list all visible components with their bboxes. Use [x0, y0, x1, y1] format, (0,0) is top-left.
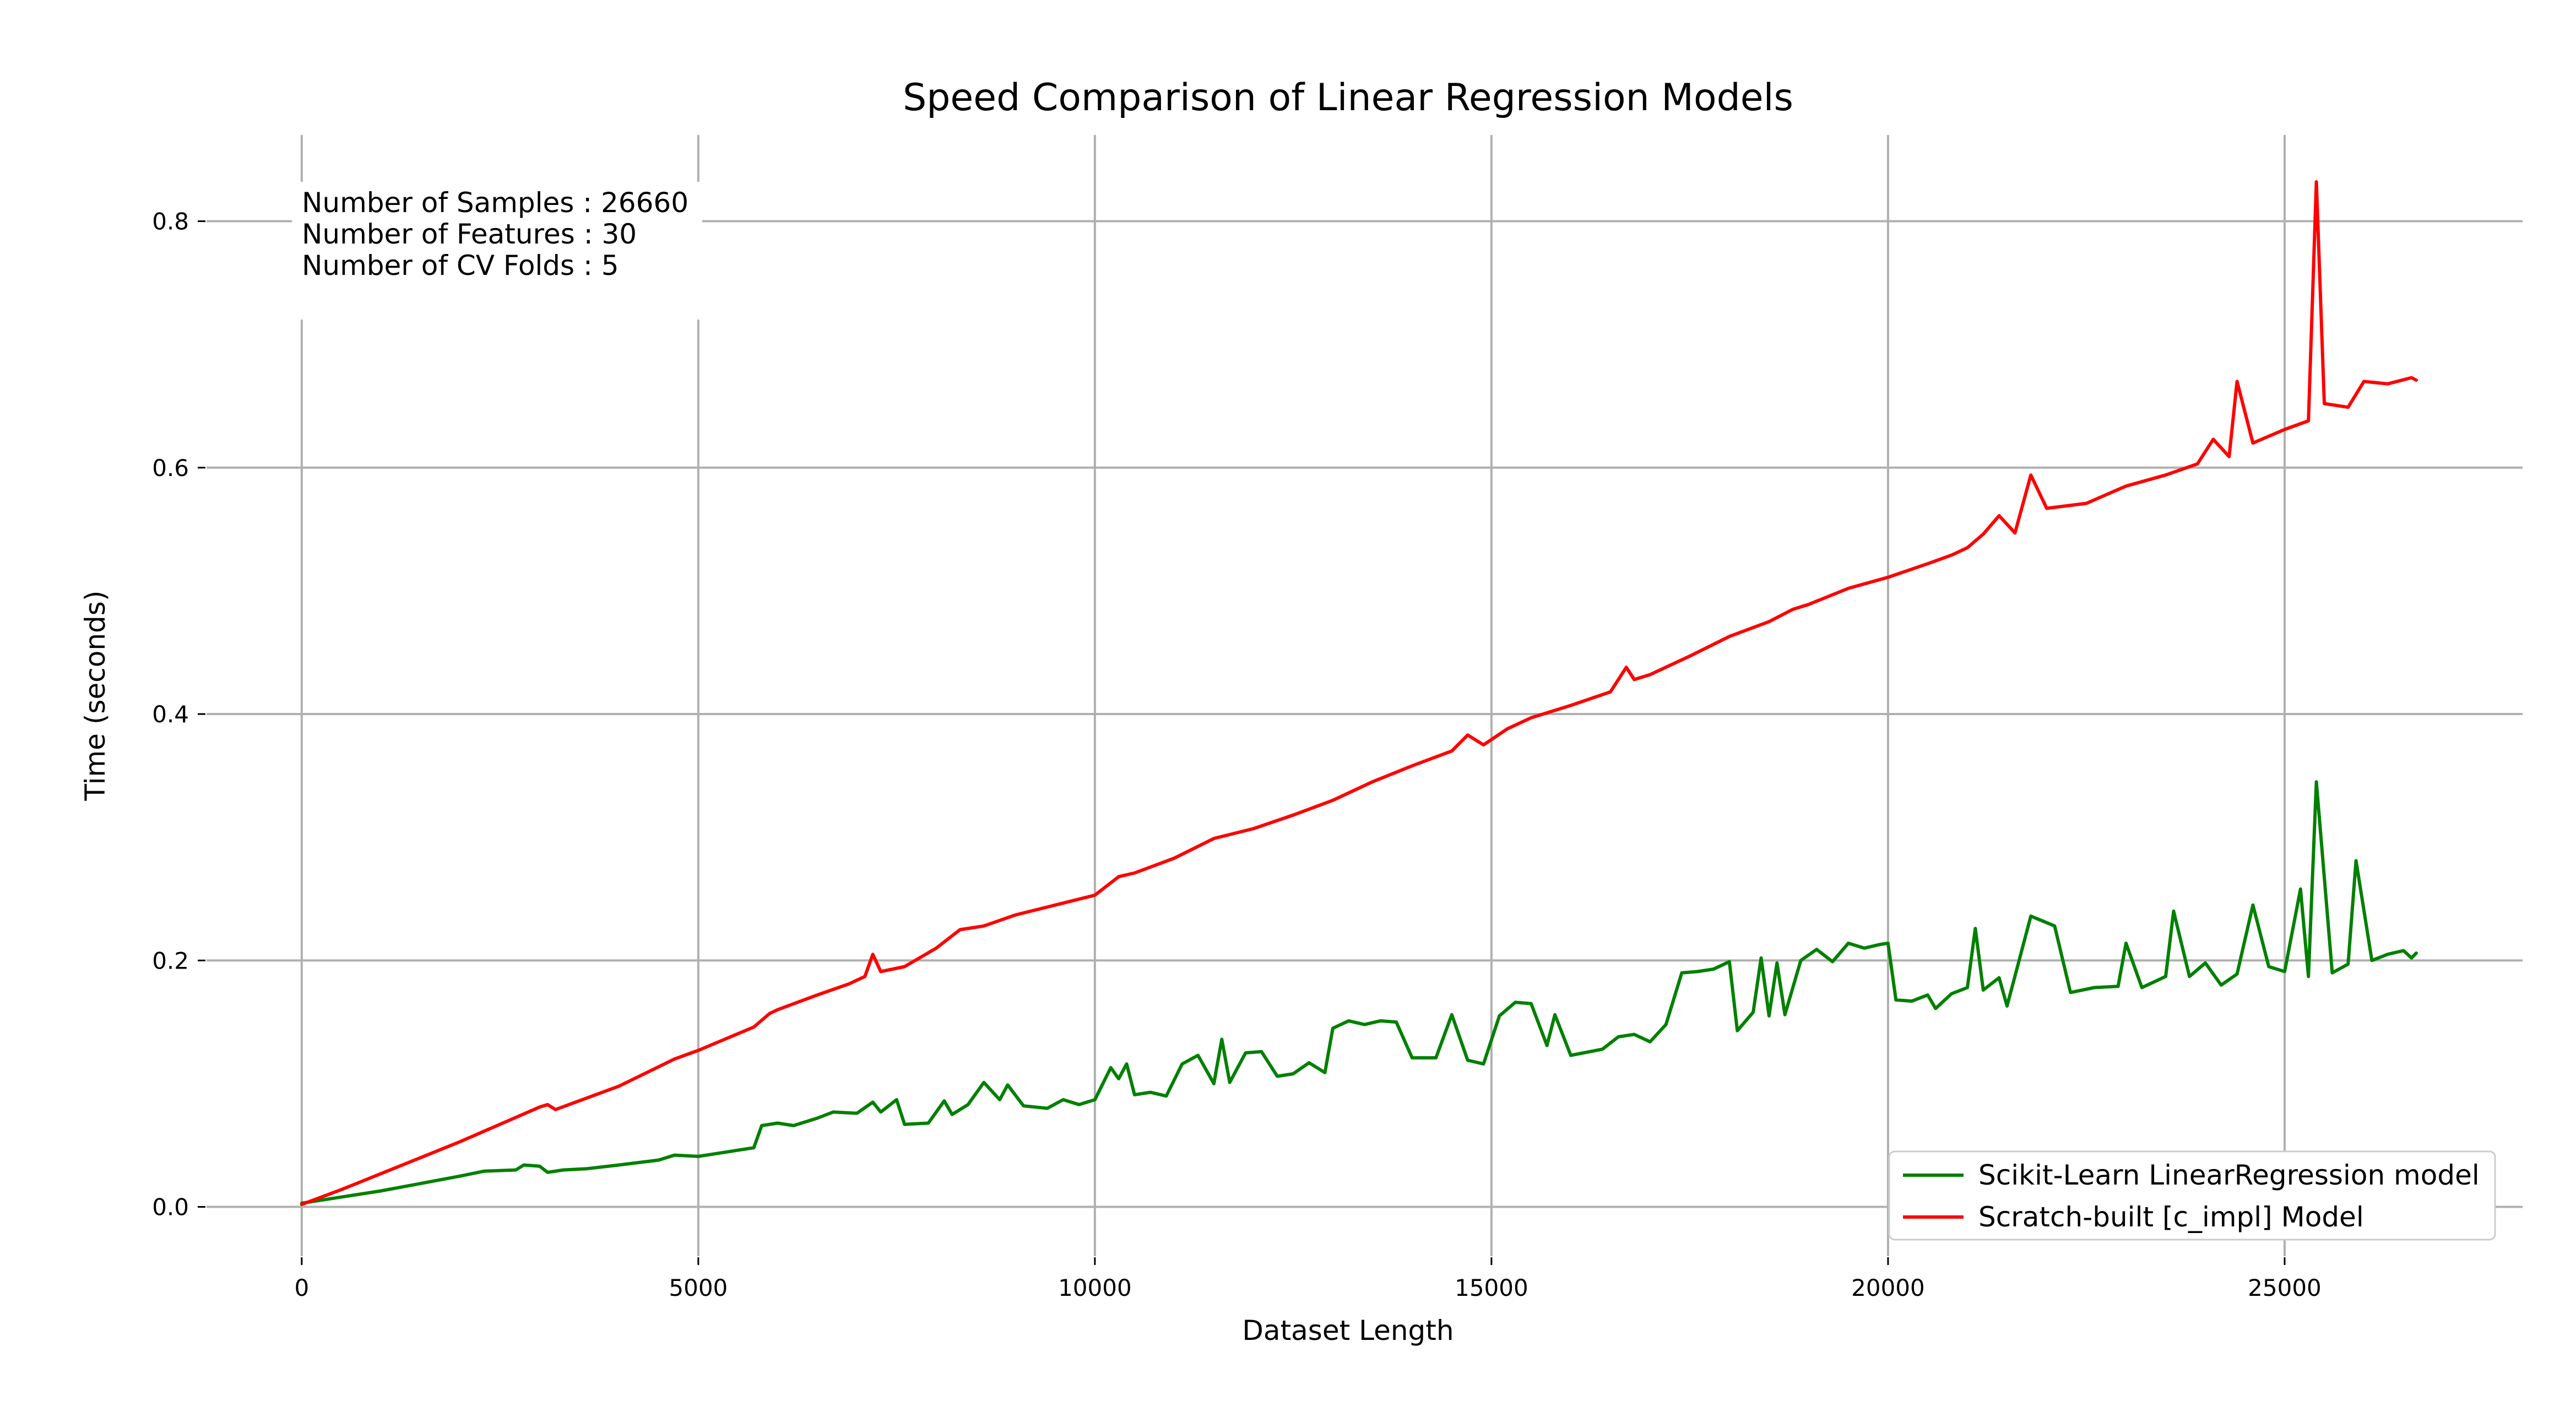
- legend-label-scratch: Scratch-built [c_impl] Model: [1978, 1201, 2364, 1233]
- annotation-cv-folds: Number of CV Folds : 5: [302, 250, 619, 282]
- x-axis-label: Dataset Length: [1242, 1315, 1454, 1347]
- legend-box: [1888, 1150, 2496, 1241]
- y-tick-label: 0.4: [152, 701, 189, 728]
- legend: Scikit-Learn LinearRegression model Scra…: [1888, 1150, 2496, 1241]
- y-tick-label: 0.0: [152, 1194, 189, 1221]
- y-tick-label: 0.2: [152, 947, 189, 974]
- y-axis-label: Time (seconds): [79, 591, 111, 802]
- x-tick-label: 25000: [2248, 1274, 2322, 1301]
- y-tick-label: 0.8: [152, 208, 189, 235]
- legend-label-sklearn: Scikit-Learn LinearRegression model: [1978, 1159, 2480, 1191]
- x-tick-label: 5000: [669, 1274, 728, 1301]
- annotation-samples: Number of Samples : 26660: [302, 187, 688, 219]
- annotation-features: Number of Features : 30: [302, 218, 637, 250]
- x-tick-label: 20000: [1851, 1274, 1925, 1301]
- axis-ticks: 0 5000 10000 15000 20000 25000 0.0 0.2 0.4 0.6 0.8: [152, 208, 2322, 1301]
- series-line-0: [300, 780, 2418, 1205]
- x-tick-label: 15000: [1455, 1274, 1528, 1301]
- x-tick-label: 10000: [1058, 1274, 1132, 1301]
- chart-title: Speed Comparison of Linear Regression Mo…: [903, 76, 1793, 120]
- series-line-1: [300, 180, 2418, 1207]
- x-tick-label: 0: [294, 1274, 309, 1301]
- series-lines: [300, 180, 2418, 1207]
- y-tick-label: 0.6: [152, 455, 189, 482]
- annotation-box: [292, 182, 702, 320]
